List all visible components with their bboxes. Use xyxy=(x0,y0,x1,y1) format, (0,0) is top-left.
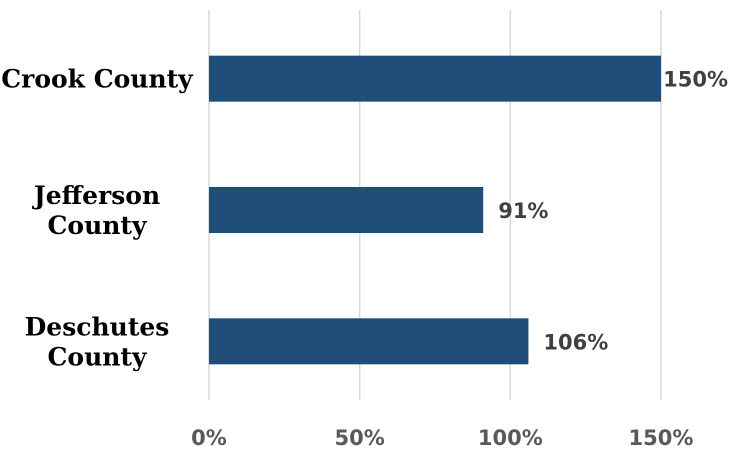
category-label-line: Crook County xyxy=(1,65,194,94)
x-axis-tick-labels: 0% 50% 100% 150% xyxy=(191,426,693,450)
category-label: Crook County xyxy=(1,65,194,94)
value-label: 150% xyxy=(663,68,728,92)
category-label-line: County xyxy=(48,342,148,371)
value-labels: 150% 91% 106% xyxy=(498,68,728,355)
bars xyxy=(209,55,661,365)
x-tick-label: 150% xyxy=(629,426,694,450)
category-label-line: Jefferson xyxy=(32,181,160,210)
x-tick-label: 0% xyxy=(191,426,227,450)
category-label: Deschutes County xyxy=(25,312,170,371)
bar xyxy=(209,187,484,233)
category-label-line: Deschutes xyxy=(25,312,170,341)
category-label: Jefferson County xyxy=(32,181,160,240)
bar xyxy=(209,55,661,102)
bar xyxy=(209,318,529,365)
value-label: 106% xyxy=(543,330,608,354)
x-tick-label: 100% xyxy=(478,426,543,450)
category-label-line: County xyxy=(48,211,148,240)
x-tick-label: 50% xyxy=(335,426,385,450)
value-label: 91% xyxy=(498,199,548,223)
